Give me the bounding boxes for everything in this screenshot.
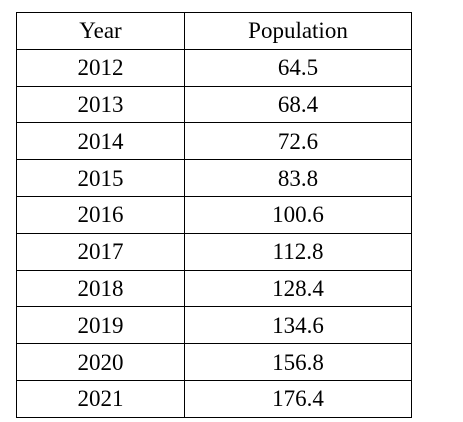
- population-cell: 72.6: [184, 122, 412, 161]
- population-cell: 83.8: [184, 159, 412, 197]
- header-row: Year Population: [16, 12, 412, 50]
- table-row: 2019 134.6: [16, 306, 412, 345]
- table-row: 2020 156.8: [16, 343, 412, 381]
- table-row: 2012 64.5: [16, 48, 412, 87]
- year-cell: 2015: [16, 159, 185, 197]
- population-cell: 134.6: [184, 306, 412, 345]
- table-row: 2016 100.6: [16, 195, 412, 234]
- year-cell: 2017: [16, 232, 185, 271]
- population-cell: 112.8: [184, 232, 412, 271]
- population-cell: 128.4: [184, 269, 412, 308]
- population-cell: 156.8: [184, 343, 412, 381]
- year-cell: 2019: [16, 306, 185, 345]
- year-cell: 2013: [16, 85, 185, 124]
- population-cell: 176.4: [184, 379, 412, 418]
- year-cell: 2021: [16, 379, 185, 418]
- population-cell: 100.6: [184, 195, 412, 234]
- year-cell: 2014: [16, 122, 185, 161]
- header-year: Year: [16, 12, 185, 50]
- table-row: 2017 112.8: [16, 232, 412, 271]
- year-cell: 2020: [16, 343, 185, 381]
- year-cell: 2018: [16, 269, 185, 308]
- header-population: Population: [184, 12, 412, 50]
- population-cell: 68.4: [184, 85, 412, 124]
- year-cell: 2016: [16, 195, 185, 234]
- table-row: 2014 72.6: [16, 122, 412, 161]
- table-row: 2013 68.4: [16, 85, 412, 124]
- table-row: 2018 128.4: [16, 269, 412, 308]
- year-cell: 2012: [16, 48, 185, 87]
- population-table: Year Population 2012 64.5 2013 68.4 2014…: [16, 12, 412, 418]
- table-row: 2021 176.4: [16, 379, 412, 418]
- table-row: 2015 83.8: [16, 159, 412, 197]
- population-cell: 64.5: [184, 48, 412, 87]
